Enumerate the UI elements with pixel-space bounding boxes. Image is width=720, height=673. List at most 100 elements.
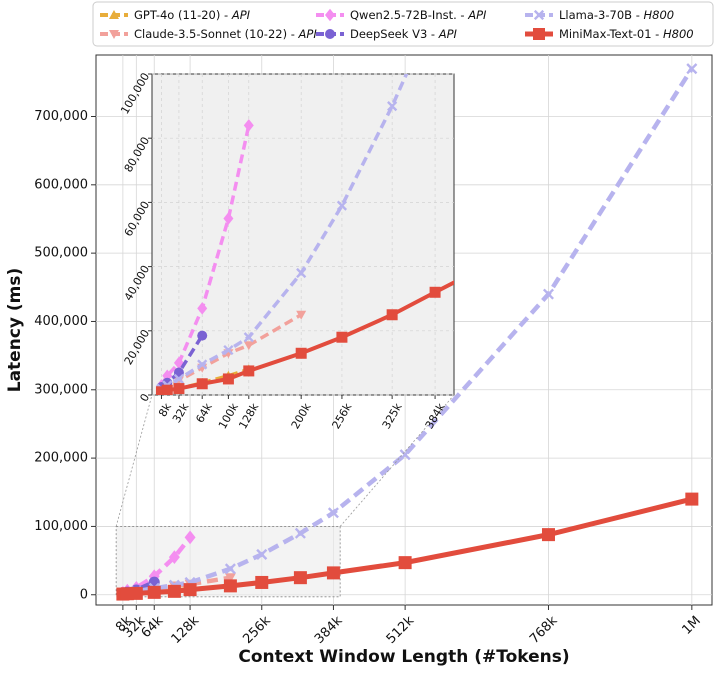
legend-label: Claude-3.5-Sonnet (10-22) - API <box>134 27 317 41</box>
data-point <box>224 573 236 584</box>
inset-data-point <box>173 383 185 395</box>
y-tick-label: 500,000 <box>34 246 88 261</box>
y-tick-label: 200,000 <box>34 451 88 466</box>
legend-label: DeepSeek V3 - API <box>350 27 458 41</box>
y-axis-title: Latency (ms) <box>5 268 25 393</box>
data-point <box>294 527 306 539</box>
data-point <box>686 63 698 75</box>
x-tick-label: 512k <box>384 613 418 647</box>
inset-data-point <box>243 341 254 351</box>
x-tick-label: 64k <box>139 613 167 641</box>
inset-series <box>155 74 454 395</box>
legend-label-name: Claude-3.5-Sonnet (10-22) - <box>134 27 299 41</box>
legend-label-name: Qwen2.5-72B-Inst. - <box>350 8 468 22</box>
legend-swatch-marker <box>533 9 545 21</box>
legend-label-platform: H800 <box>663 27 694 41</box>
legend-label-name: GPT-4o (11-20) - <box>134 8 232 22</box>
legend-label-name: Llama-3-70B - <box>559 8 644 22</box>
data-point <box>255 575 269 589</box>
data-point <box>326 566 340 580</box>
data-point <box>293 571 307 585</box>
legend-label-platform: API <box>298 27 318 41</box>
y-tick-label: 700,000 <box>34 109 88 124</box>
legend-label-platform: H800 <box>644 8 675 22</box>
inset-data-point <box>336 331 348 343</box>
data-point <box>542 288 555 300</box>
inset-data-point <box>197 359 208 370</box>
inset-connector <box>115 394 153 527</box>
y-tick-label: 400,000 <box>34 314 88 329</box>
x-tick-label: 128k <box>169 613 203 647</box>
inset-data-point <box>336 200 348 211</box>
inset-data-point <box>243 119 254 132</box>
x-tick-label: 768k <box>527 613 561 647</box>
inset-data-point <box>155 386 167 395</box>
legend-label: MiniMax-Text-01 - H800 <box>559 27 694 41</box>
x-axis-title: Context Window Length (#Tokens) <box>238 647 569 667</box>
legend-item: Llama-3-70B - H800 <box>525 8 674 22</box>
inset-data-point <box>161 384 173 395</box>
data-point <box>685 492 699 506</box>
data-point <box>147 585 161 599</box>
x-tick-label: 256k <box>240 613 274 647</box>
inset-x-tick-label: 8k <box>156 400 174 419</box>
data-point <box>399 449 411 461</box>
y-tick-label: 600,000 <box>34 177 88 192</box>
data-point <box>129 586 143 600</box>
data-point <box>183 583 197 597</box>
data-point <box>168 550 180 565</box>
legend-swatch-marker <box>533 28 545 40</box>
data-point <box>398 556 412 570</box>
inset-data-point <box>387 101 398 112</box>
inset-data-point <box>243 365 255 377</box>
data-point <box>541 528 555 542</box>
legend-label-name: DeepSeek V3 - <box>350 27 439 41</box>
inset-data-point <box>296 267 307 279</box>
legend-label-platform: API <box>438 27 458 41</box>
x-tick-label: 1M <box>679 613 703 637</box>
main-series <box>116 63 699 601</box>
legend-item: GPT-4o (11-20) - API <box>100 8 251 22</box>
legend-label: Llama-3-70B - H800 <box>559 8 674 22</box>
inset-data-point <box>223 344 234 356</box>
inset-data-point <box>243 332 254 343</box>
legend-item: DeepSeek V3 - API <box>316 27 458 41</box>
inset-connector <box>339 394 455 527</box>
inset-data-point <box>386 309 398 321</box>
inset-data-point <box>222 373 234 385</box>
legend-swatch-marker <box>325 29 335 39</box>
legend-item: Qwen2.5-72B-Inst. - API <box>316 8 487 22</box>
inset-series-line <box>159 124 251 387</box>
inset-data-point <box>197 330 208 341</box>
legend-label-name: MiniMax-Text-01 - <box>559 27 663 41</box>
data-point <box>256 548 268 560</box>
y-tick-label: 0 <box>80 587 88 602</box>
inset-data-point <box>223 212 234 225</box>
legend-swatch-marker <box>109 30 119 39</box>
y-tick-label: 100,000 <box>34 519 88 534</box>
inset-data-point <box>429 286 441 298</box>
data-point <box>167 584 181 598</box>
data-point <box>224 563 236 575</box>
inset-data-point <box>295 347 307 359</box>
legend-swatch-marker <box>109 10 119 19</box>
legend-label-platform: API <box>467 8 487 22</box>
data-point <box>184 530 196 545</box>
legend-label-platform: API <box>231 8 251 22</box>
legend-label: Qwen2.5-72B-Inst. - API <box>350 8 487 22</box>
inset-data-point <box>296 310 307 320</box>
data-point <box>223 579 237 593</box>
legend-swatch-marker <box>325 8 335 22</box>
legend-item: Claude-3.5-Sonnet (10-22) - API <box>100 27 317 41</box>
legend-item: MiniMax-Text-01 - H800 <box>525 27 694 41</box>
y-tick-label: 300,000 <box>34 382 88 397</box>
inset-data-point <box>196 378 208 390</box>
inset-data-point <box>197 302 208 315</box>
inset-frame <box>151 73 455 396</box>
data-point <box>327 507 339 519</box>
legend-label: GPT-4o (11-20) - API <box>134 8 251 22</box>
x-tick-label: 384k <box>312 613 346 647</box>
